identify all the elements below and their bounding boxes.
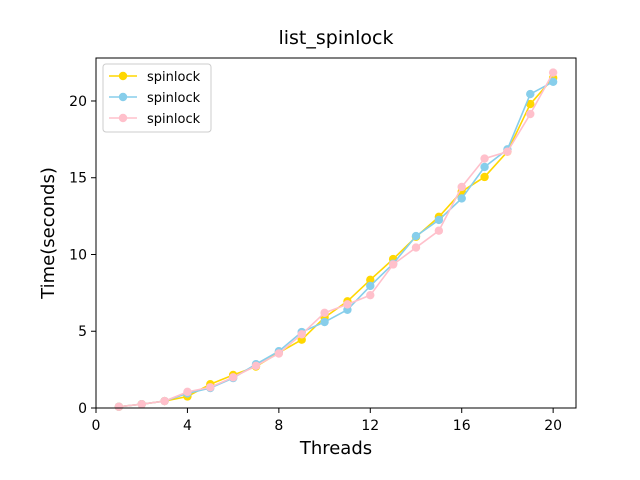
legend-item: spinlock — [109, 91, 201, 106]
legend-label: spinlock — [147, 91, 201, 106]
series-3 — [114, 68, 558, 411]
data-point — [480, 162, 489, 172]
x-axis: 0 4 8 12 16 20 — [92, 408, 562, 434]
legend-swatch-marker — [118, 71, 128, 81]
legend-box — [102, 63, 212, 133]
data-point — [183, 387, 192, 397]
data-point — [320, 308, 329, 318]
data-point — [480, 172, 489, 182]
data-point — [366, 290, 375, 300]
data-point — [548, 77, 558, 86]
chart-title: list_spinlock — [278, 27, 393, 49]
data-point — [320, 317, 329, 327]
data-point — [526, 109, 535, 119]
data-point — [526, 89, 535, 99]
y-tick-label: 10 — [69, 247, 87, 263]
data-point — [434, 226, 444, 235]
y-axis: 0 5 10 15 20 — [69, 94, 96, 417]
data-point — [251, 361, 261, 370]
data-point — [548, 68, 558, 77]
legend-item: spinlock — [109, 70, 201, 85]
data-point — [526, 99, 535, 109]
data-point — [297, 330, 306, 339]
x-tick-label: 4 — [183, 418, 192, 434]
data-point — [366, 275, 375, 285]
data-point — [457, 194, 466, 203]
data-point — [366, 281, 375, 291]
legend-swatch-marker — [118, 92, 128, 102]
x-tick-label: 12 — [361, 418, 379, 434]
x-tick-label: 0 — [92, 418, 101, 434]
x-tick-label: 8 — [274, 418, 283, 434]
y-tick-label: 0 — [78, 401, 87, 417]
data-point — [343, 300, 352, 309]
data-point — [434, 215, 444, 225]
plot-frame — [95, 57, 577, 409]
x-axis-label: Threads — [299, 438, 372, 459]
legend-label: spinlock — [147, 70, 201, 85]
legend-label: spinlock — [147, 112, 201, 127]
legend: spinlock spinlock spinlock — [102, 63, 212, 133]
data-point — [160, 396, 169, 406]
legend-item: spinlock — [109, 112, 201, 127]
x-tick-label: 20 — [544, 418, 562, 434]
data-point — [388, 260, 398, 269]
y-axis-label: Time(seconds) — [38, 167, 59, 300]
data-point — [228, 373, 238, 382]
y-tick-label: 20 — [69, 94, 87, 110]
legend-swatch-marker — [118, 113, 128, 123]
data-point — [457, 182, 466, 192]
series-layer — [114, 68, 558, 411]
data-point — [411, 231, 421, 241]
data-point — [411, 243, 421, 252]
data-point — [114, 402, 124, 411]
y-tick-label: 15 — [69, 171, 87, 187]
y-tick-label: 5 — [78, 324, 87, 340]
data-point — [480, 154, 489, 163]
data-point — [137, 399, 146, 409]
x-tick-label: 16 — [453, 418, 471, 434]
data-point — [503, 147, 512, 156]
data-point — [274, 349, 284, 358]
data-point — [206, 383, 215, 392]
